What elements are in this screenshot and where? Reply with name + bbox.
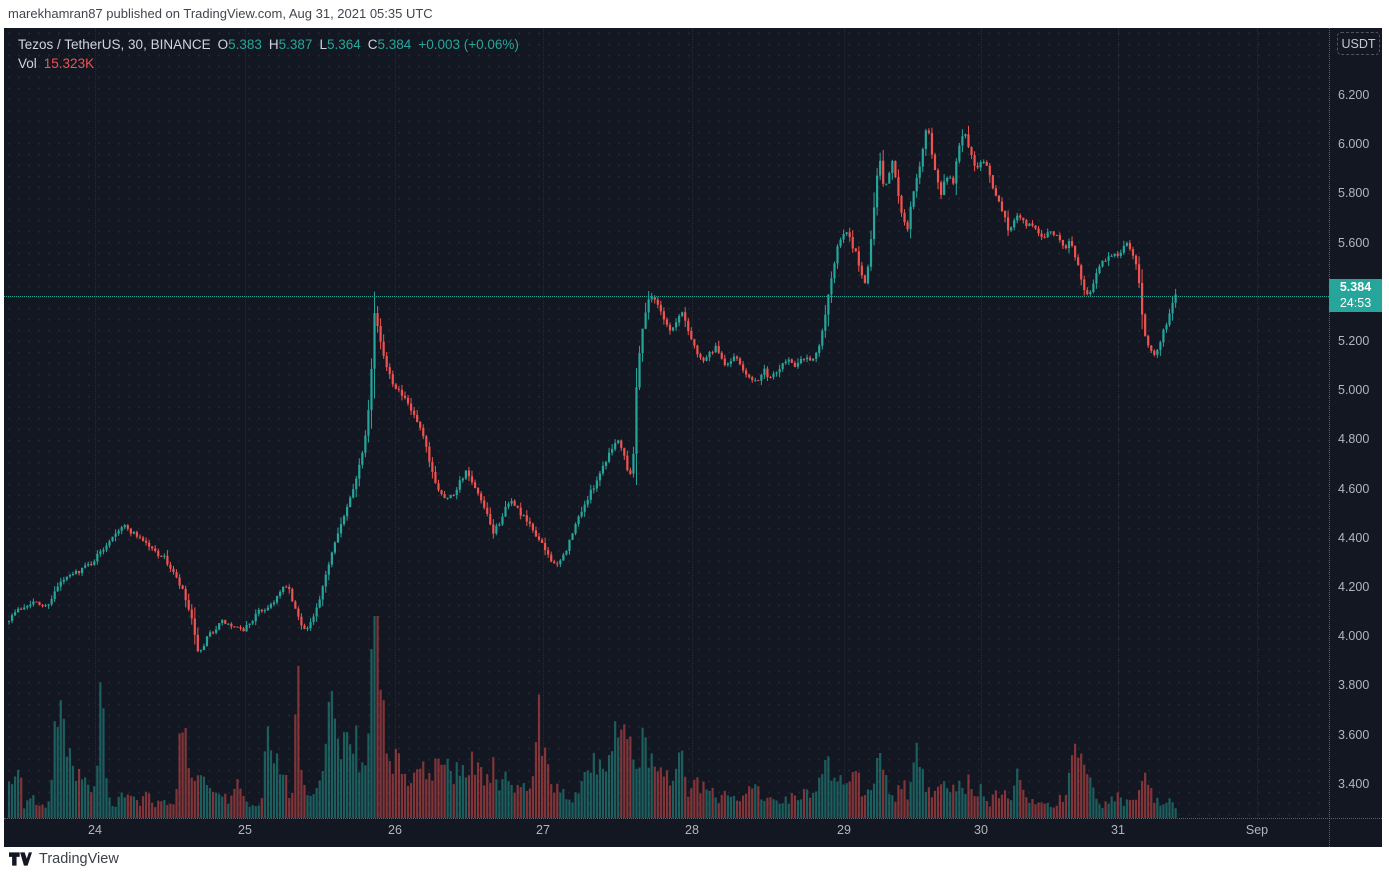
low-value: L5.364 xyxy=(319,37,361,52)
price-axis-separator xyxy=(1329,28,1330,847)
last-price-line xyxy=(4,296,1329,297)
time-axis-label: 24 xyxy=(88,823,102,837)
legend-line-volume: Vol 15.323K xyxy=(18,54,519,73)
chart-widget: Tezos / TetherUS, 30, BINANCE O5.383 H5.38… xyxy=(4,28,1382,847)
day-gridline xyxy=(981,28,982,818)
day-gridline xyxy=(844,28,845,818)
price-axis-label: 5.200 xyxy=(1338,334,1370,348)
tradingview-mark-icon xyxy=(9,852,32,866)
time-axis-separator xyxy=(4,818,1382,819)
symbol-title[interactable]: Tezos / TetherUS, 30, BINANCE xyxy=(18,37,211,52)
day-gridline xyxy=(245,28,246,818)
time-axis[interactable]: 24 25 26 27 28 29 30 31 Sep xyxy=(4,818,1382,847)
price-axis-label: 5.000 xyxy=(1338,383,1370,397)
time-axis-label: 31 xyxy=(1111,823,1125,837)
time-axis-label: 29 xyxy=(837,823,851,837)
price-axis-label: 3.400 xyxy=(1338,777,1370,791)
currency-toggle-button[interactable]: USDT xyxy=(1337,32,1380,55)
time-axis-label: 28 xyxy=(685,823,699,837)
price-axis-label: 4.800 xyxy=(1338,432,1370,446)
time-axis-label: 27 xyxy=(536,823,550,837)
price-axis-label: 6.200 xyxy=(1338,88,1370,102)
volume-value: 15.323K xyxy=(43,56,95,71)
volume-label[interactable]: Vol xyxy=(18,56,37,71)
price-axis-label: 5.600 xyxy=(1338,236,1370,250)
price-axis-label: 4.600 xyxy=(1338,482,1370,496)
price-axis-label: 3.800 xyxy=(1338,678,1370,692)
price-axis-label: 4.200 xyxy=(1338,580,1370,594)
bar-countdown: 24:53 xyxy=(1339,296,1372,310)
price-axis-label: 5.800 xyxy=(1338,186,1370,200)
high-value: H5.387 xyxy=(268,37,313,52)
day-gridline xyxy=(543,28,544,818)
tradingview-logo[interactable]: TradingView xyxy=(9,850,119,868)
price-axis[interactable]: 5.384 24:53 6.200 6.000 5.800 5.600 5.200 5.0… xyxy=(1329,28,1382,818)
time-axis-label: 30 xyxy=(974,823,988,837)
day-gridline xyxy=(1257,28,1258,818)
chart-legend: Tezos / TetherUS, 30, BINANCE O5.383 H5.38… xyxy=(18,35,519,73)
day-gridline xyxy=(95,28,96,818)
legend-line-ohlc: Tezos / TetherUS, 30, BINANCE O5.383 H5.38… xyxy=(18,35,519,54)
candlestick-plot[interactable] xyxy=(4,28,1329,818)
day-gridline xyxy=(395,28,396,818)
time-axis-label: Sep xyxy=(1245,823,1269,837)
day-gridline xyxy=(1118,28,1119,818)
last-price-badge: 5.384 24:53 xyxy=(1329,279,1382,312)
price-axis-label: 3.600 xyxy=(1338,728,1370,742)
time-axis-label: 25 xyxy=(238,823,252,837)
change-value: +0.003 (+0.06%) xyxy=(418,37,519,52)
last-price-value: 5.384 xyxy=(1339,280,1372,294)
close-value: C5.384 xyxy=(367,37,412,52)
open-value: O5.383 xyxy=(217,37,262,52)
price-axis-label: 4.400 xyxy=(1338,531,1370,545)
day-gridline xyxy=(692,28,693,818)
price-axis-label: 6.000 xyxy=(1338,137,1370,151)
chart-pane[interactable] xyxy=(4,28,1329,818)
attribution-text: marekhamran87 published on TradingView.c… xyxy=(8,6,433,21)
price-axis-label: 4.000 xyxy=(1338,629,1370,643)
tradingview-logo-text: TradingView xyxy=(39,851,119,867)
time-axis-label: 26 xyxy=(388,823,402,837)
